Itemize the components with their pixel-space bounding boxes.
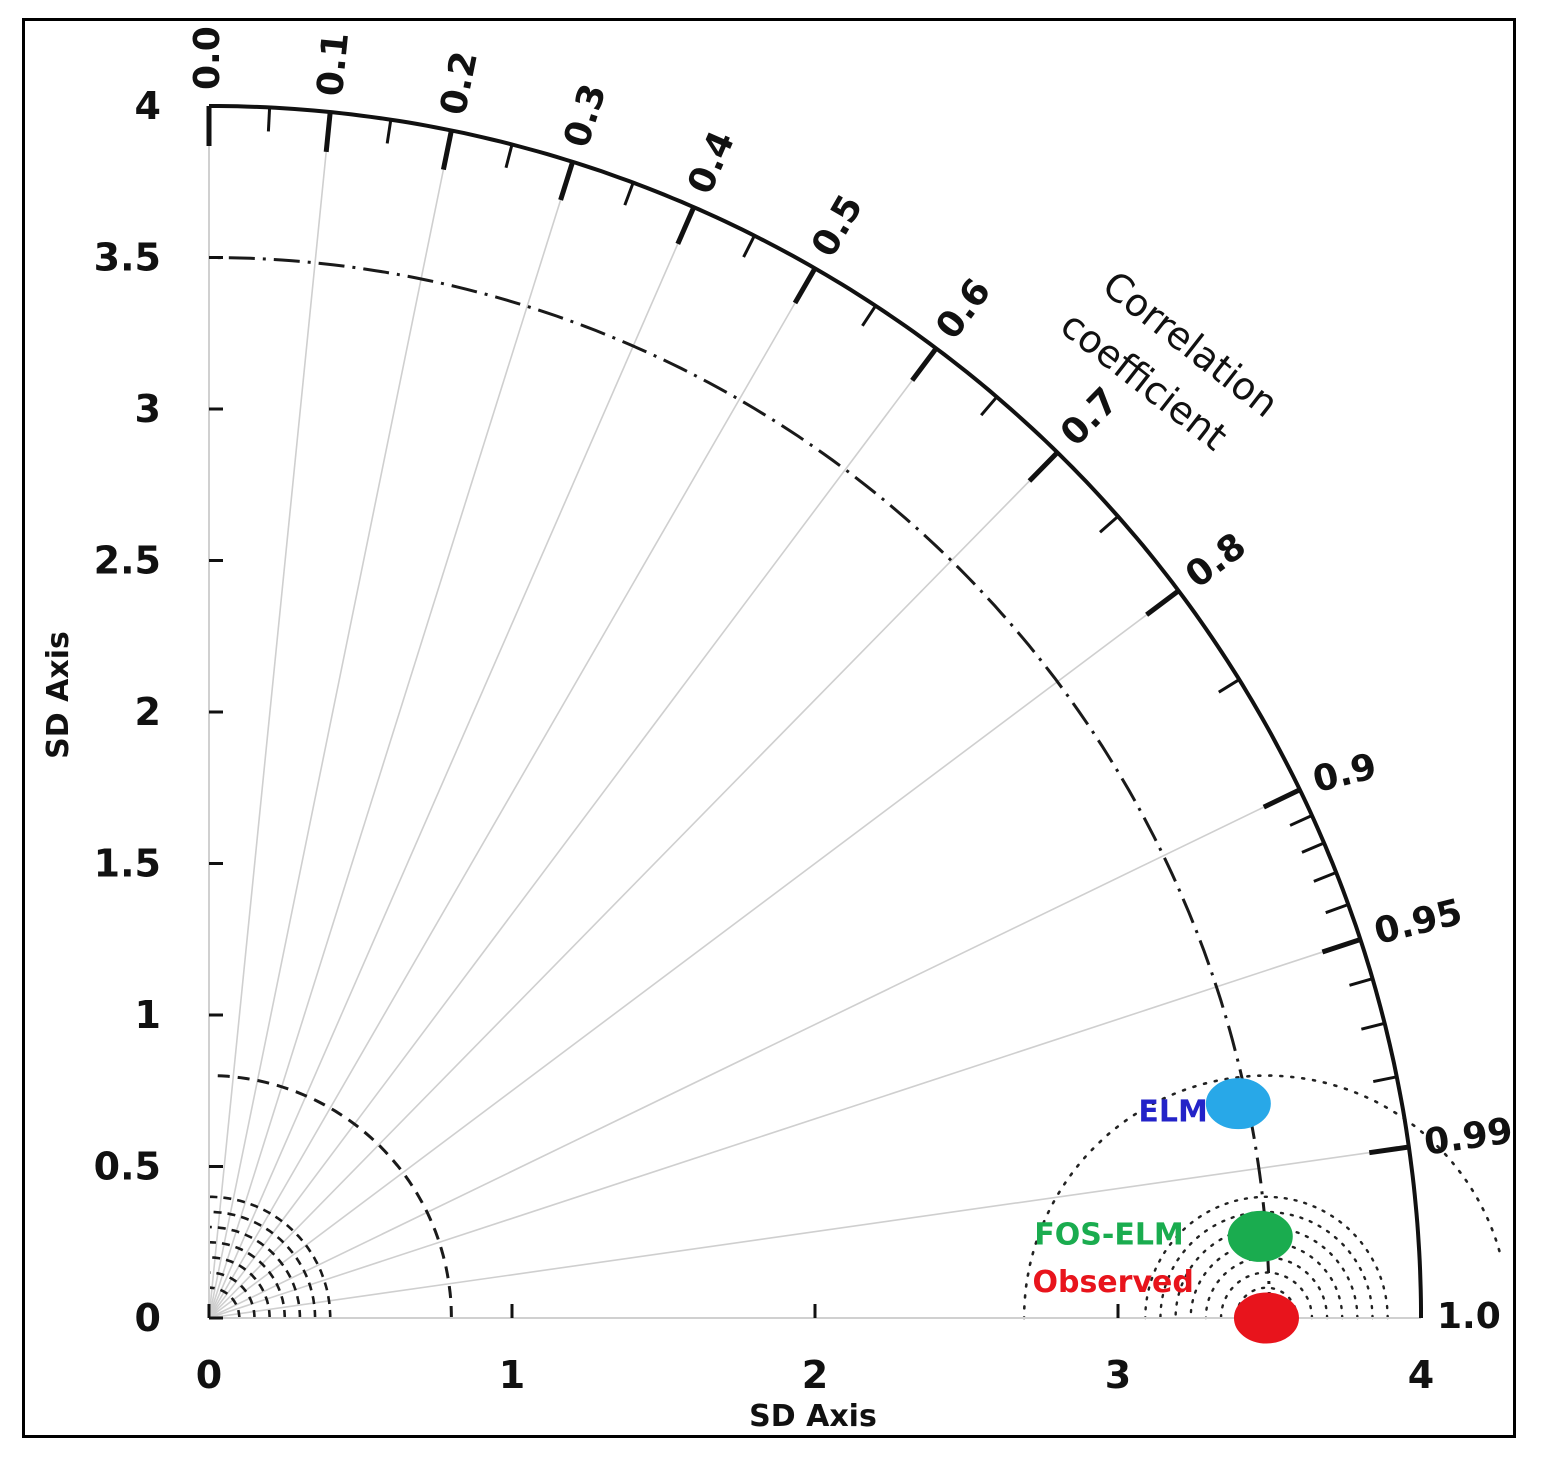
correlation-gridline — [208, 130, 453, 1319]
correlation-minor-tick — [1372, 1075, 1398, 1084]
correlation-major-tick — [675, 206, 697, 245]
rms-contour-origin — [209, 1286, 241, 1318]
correlation-gridline — [208, 111, 331, 1319]
correlation-tick-label: 0.5 — [804, 188, 871, 264]
correlation-tick-label: 0.6 — [928, 271, 999, 347]
correlation-minor-tick — [266, 107, 272, 132]
correlation-gridline — [208, 590, 1180, 1319]
correlation-minor-tick — [1325, 903, 1349, 915]
correlation-gridline — [208, 788, 1301, 1319]
correlation-gridline — [208, 267, 816, 1319]
x-tick-label: 0 — [196, 1353, 222, 1397]
correlation-major-tick — [910, 346, 939, 382]
y-tick-label: 4 — [135, 84, 161, 128]
correlation-major-tick — [323, 111, 333, 153]
correlation-minor-tick — [1313, 871, 1337, 883]
correlation-major-tick — [1321, 937, 1362, 955]
correlation-tick-label: 0.4 — [680, 125, 743, 200]
correlation-gridline — [208, 451, 1058, 1319]
rms-contour-origin — [209, 1241, 287, 1319]
x-tick-label: 1 — [499, 1353, 525, 1397]
rms-contour-origin — [209, 1225, 302, 1318]
reference-sd-arc — [208, 256, 1271, 1319]
correlation-major-tick — [1368, 1144, 1410, 1156]
correlation-major-tick — [440, 129, 454, 171]
correlation-minor-tick — [504, 144, 514, 169]
point-elm — [1205, 1078, 1271, 1130]
correlation-major-tick — [1145, 588, 1181, 617]
correlation-gridline — [208, 161, 574, 1319]
x-tick-label: 2 — [802, 1353, 828, 1397]
y-tick-label: 2 — [135, 690, 161, 734]
correlation-minor-tick — [1218, 678, 1240, 694]
y-tick-label: 2.5 — [94, 539, 161, 583]
y-tick-label: 0 — [135, 1296, 161, 1340]
correlation-tick-label: 0.99 — [1422, 1111, 1516, 1164]
correlation-major-tick — [1262, 787, 1301, 810]
correlation-gridline — [208, 347, 937, 1319]
correlation-tick-label: 0.2 — [433, 48, 486, 119]
correlation-tick-label: 0.1 — [310, 31, 357, 99]
correlation-tick-label: 0.7 — [1053, 380, 1127, 454]
correlation-gridline — [208, 206, 695, 1319]
correlation-minor-tick — [1360, 1021, 1386, 1031]
axes — [208, 104, 1423, 1319]
correlation-minor-tick — [385, 119, 393, 144]
correlation-minor-tick — [623, 182, 635, 206]
correlation-minor-tick — [861, 304, 877, 327]
rms-contour-observed — [1144, 1195, 1389, 1320]
grid-layer — [208, 111, 1409, 1319]
point-observed — [1233, 1292, 1299, 1344]
rms-contour-origin — [209, 1195, 332, 1318]
y-tick-label: 1.5 — [94, 842, 161, 886]
correlation-minor-tick — [1301, 841, 1325, 854]
rms-contour-origin — [209, 1256, 271, 1318]
rms-contour-origin — [208, 1074, 453, 1319]
point-label-observed: Observed — [1032, 1265, 1193, 1300]
correlation-tick-label: 0.3 — [556, 79, 614, 152]
point-label-fos-elm: FOS-ELM — [1034, 1217, 1184, 1252]
correlation-major-tick — [792, 267, 818, 305]
correlation-gridline — [208, 938, 1361, 1319]
correlation-arc — [209, 104, 1423, 1318]
correlation-minor-tick — [1349, 977, 1373, 987]
correlation-tick-label: 0.0 — [187, 26, 228, 90]
y-tick-label: 0.5 — [94, 1145, 161, 1189]
correlation-major-tick — [558, 161, 575, 201]
y-tick-label: 3 — [135, 387, 161, 431]
rms-contour-observed — [1235, 1286, 1298, 1320]
x-tick-label: 4 — [1408, 1353, 1434, 1397]
correlation-tick-label: 0.9 — [1309, 746, 1381, 801]
x-tick-label: 3 — [1105, 1353, 1131, 1397]
correlation-tick-label: 0.8 — [1178, 525, 1254, 596]
rms-contour-observed — [1219, 1271, 1314, 1320]
rms-contour-observed — [1204, 1256, 1329, 1320]
y-axis-title: SD Axis — [41, 631, 76, 759]
correlation-minor-tick — [980, 395, 998, 417]
correlation-minor-tick — [1099, 515, 1119, 534]
rms-contours — [208, 256, 1501, 1320]
point-fos-elm — [1227, 1210, 1293, 1262]
data-points: Observed FOS-ELM ELM — [1032, 1078, 1299, 1344]
rms-contour-origin — [208, 1271, 256, 1318]
y-tick-label: 1 — [135, 993, 161, 1037]
correlation-tick-label: 1.0 — [1437, 1296, 1501, 1337]
correlation-major-tick — [1027, 450, 1060, 483]
x-axis-title: SD Axis — [749, 1399, 877, 1434]
correlation-gridline — [208, 1146, 1409, 1319]
correlation-tick-label: 0.95 — [1370, 892, 1466, 953]
correlation-minor-tick — [742, 234, 756, 258]
chart-frame — [22, 18, 1516, 1438]
point-label-elm: ELM — [1138, 1095, 1207, 1130]
correlation-minor-tick — [1289, 814, 1313, 827]
y-tick-label: 3.5 — [94, 236, 161, 280]
